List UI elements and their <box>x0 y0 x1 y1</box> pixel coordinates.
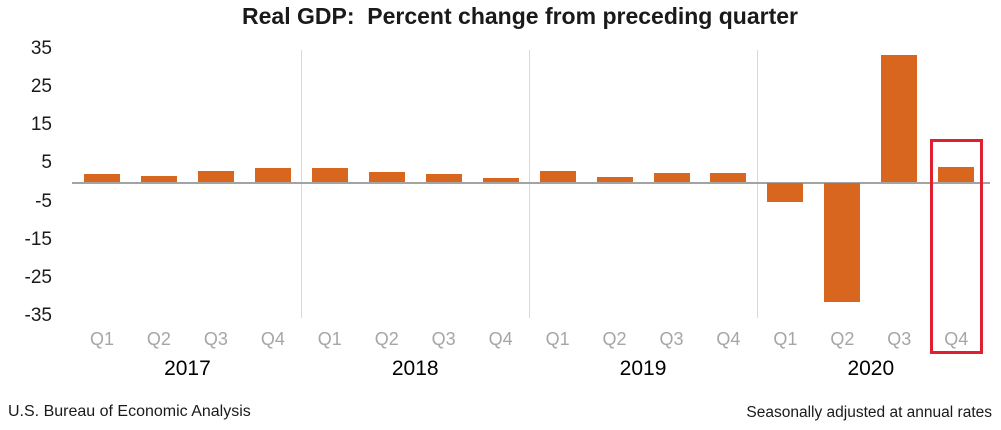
gdp-bar-2018-q3 <box>425 174 462 183</box>
gdp-bar-2020-q2 <box>824 182 861 303</box>
x-axis-quarter-label: Q4 <box>260 329 285 349</box>
gdp-bar-2018-q1 <box>311 167 348 183</box>
y-axis-tick-label: -15 <box>24 228 52 250</box>
gdp-bar-2020-q1 <box>767 182 804 202</box>
zero-axis-line <box>72 181 990 184</box>
gdp-bar-2017-q2 <box>140 176 177 183</box>
y-axis-tick-label: 25 <box>30 76 52 97</box>
x-axis-quarter-label: Q2 <box>146 329 171 349</box>
chart-title: Real GDP: Percent change from preceding … <box>242 3 798 29</box>
x-axis-quarter-label: Q3 <box>887 329 912 349</box>
gdp-bar-2020-q4 <box>938 166 975 183</box>
gdp-bar-2017-q4 <box>254 167 291 183</box>
x-axis-quarter-label: Q2 <box>602 329 627 349</box>
gdp-bar-2018-q2 <box>368 172 405 183</box>
x-axis-quarter-label: Q3 <box>431 329 456 349</box>
y-axis-tick-label: -5 <box>35 190 52 212</box>
gdp-bar-2019-q2 <box>596 176 633 183</box>
x-axis-quarter-label: Q4 <box>488 329 513 349</box>
x-axis-quarter-label: Q4 <box>944 329 969 349</box>
x-axis-quarter-label: Q3 <box>659 329 684 349</box>
gdp-bar-2018-q4 <box>482 177 519 183</box>
y-axis-tick-label: -35 <box>24 305 52 327</box>
x-axis-quarter-label: Q2 <box>830 329 855 349</box>
y-axis-tick-label: 35 <box>30 37 52 59</box>
gdp-bar-2019-q3 <box>653 172 690 183</box>
gdp-bar-2017-q3 <box>197 171 234 183</box>
source-attribution: U.S. Bureau of Economic Analysis <box>8 403 251 420</box>
x-axis-quarter-label: Q1 <box>89 329 114 349</box>
x-axis-quarter-label: Q2 <box>374 329 399 349</box>
gdp-bar-2017-q1 <box>84 173 120 183</box>
adjustment-note: Seasonally adjusted at annual rates <box>746 404 992 421</box>
x-axis-quarter-label: Q1 <box>773 329 798 349</box>
x-axis-year-label: 2017 <box>164 357 211 380</box>
x-axis-quarter-label: Q1 <box>545 329 570 349</box>
x-axis-year-label: 2019 <box>619 357 667 380</box>
highlight-box-latest-quarter <box>929 139 983 354</box>
x-axis-quarter-label: Q3 <box>203 329 228 349</box>
gdp-bar-2019-q4 <box>710 173 747 183</box>
y-axis-tick-label: -25 <box>24 267 52 288</box>
x-axis-quarter-label: Q1 <box>317 329 342 349</box>
year-separator-line <box>529 50 531 318</box>
gdp-bar-2019-q1 <box>539 171 576 183</box>
x-axis-quarter-label: Q4 <box>716 329 741 349</box>
x-axis-year-label: 2018 <box>391 357 439 380</box>
x-axis-year-label: 2020 <box>847 357 895 380</box>
gdp-bar-2020-q3 <box>881 54 918 183</box>
year-separator-line <box>756 50 758 318</box>
y-axis-tick-label: 15 <box>30 114 52 136</box>
y-axis-tick-label: 5 <box>41 152 52 174</box>
year-separator-line <box>301 50 303 318</box>
